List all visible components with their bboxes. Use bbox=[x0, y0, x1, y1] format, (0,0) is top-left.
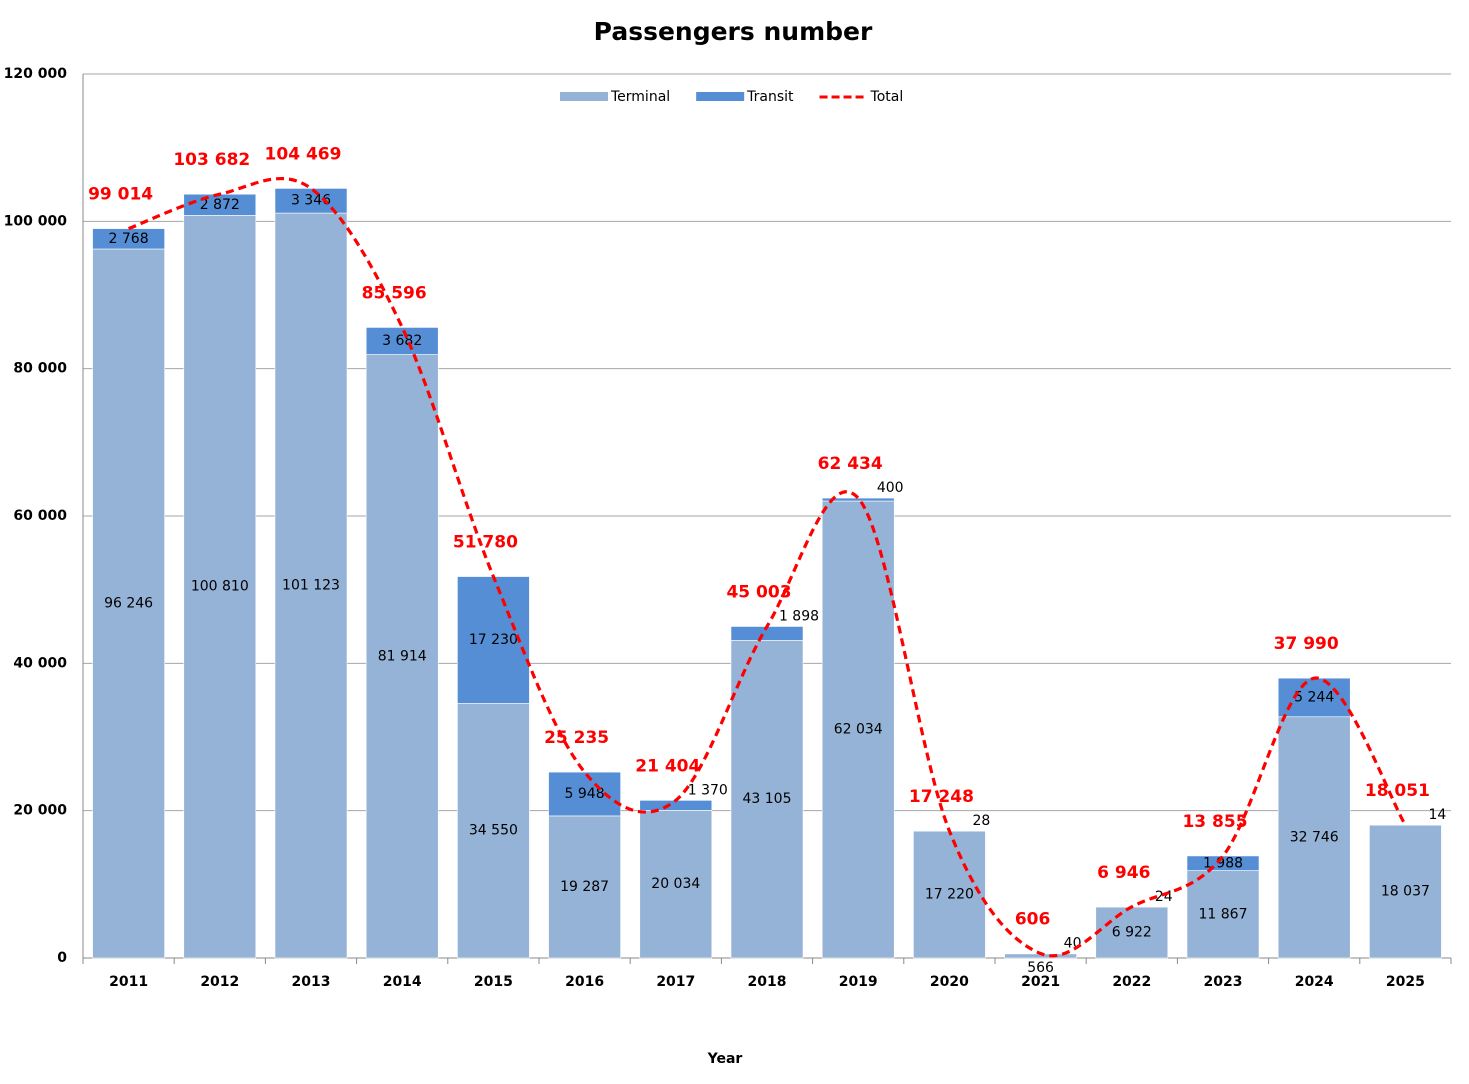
total-label: 104 469 bbox=[265, 144, 342, 164]
bar-segment bbox=[365, 327, 439, 355]
value-label: 20 034 bbox=[651, 876, 700, 892]
total-label: 18 051 bbox=[1365, 781, 1430, 801]
total-label: 45 003 bbox=[726, 582, 791, 602]
value-label: 17 230 bbox=[469, 632, 518, 648]
value-label: 101 123 bbox=[282, 578, 340, 594]
bar-segment bbox=[1186, 870, 1260, 959]
total-label: 6 946 bbox=[1097, 863, 1150, 883]
x-tick-label: 2019 bbox=[839, 974, 878, 990]
value-label: 62 034 bbox=[834, 722, 883, 738]
value-label: 1 370 bbox=[688, 782, 728, 798]
y-tick-label: 60 000 bbox=[13, 508, 67, 524]
value-label: 34 550 bbox=[469, 823, 518, 839]
total-label: 606 bbox=[1015, 910, 1051, 930]
value-label: 32 746 bbox=[1290, 829, 1339, 845]
legend-label: Terminal bbox=[610, 89, 670, 105]
bar-segment bbox=[1277, 716, 1351, 959]
bar-segment bbox=[274, 188, 348, 214]
value-label: 18 037 bbox=[1381, 884, 1430, 900]
value-label: 566 bbox=[1027, 960, 1054, 976]
x-tick-label: 2011 bbox=[109, 974, 148, 990]
x-tick-label: 2018 bbox=[748, 974, 787, 990]
value-label: 28 bbox=[972, 813, 990, 829]
x-tick-label: 2022 bbox=[1112, 974, 1151, 990]
value-label: 19 287 bbox=[560, 879, 609, 895]
value-label: 43 105 bbox=[743, 791, 792, 807]
x-tick-label: 2023 bbox=[1204, 974, 1243, 990]
y-tick-label: 100 000 bbox=[4, 213, 68, 229]
chart-title: Passengers number bbox=[594, 17, 873, 46]
x-tick-label: 2024 bbox=[1295, 974, 1334, 990]
value-label: 14 bbox=[1428, 807, 1446, 823]
bar-segment bbox=[457, 703, 530, 959]
legend-label: Transit bbox=[746, 89, 794, 105]
total-label: 103 682 bbox=[173, 150, 250, 170]
x-tick-label: 2016 bbox=[565, 974, 604, 990]
value-label: 2 872 bbox=[200, 197, 240, 213]
total-label: 85 596 bbox=[362, 283, 427, 303]
total-label: 37 990 bbox=[1274, 634, 1339, 654]
bar-segment bbox=[821, 497, 895, 502]
value-label: 400 bbox=[877, 480, 904, 496]
y-tick-label: 120 000 bbox=[4, 66, 68, 82]
value-label: 17 220 bbox=[925, 887, 974, 903]
total-line bbox=[128, 177, 1407, 958]
bar-segment bbox=[548, 771, 621, 817]
bar-segment bbox=[92, 228, 165, 250]
value-label: 3 346 bbox=[291, 193, 331, 209]
x-tick-label: 2025 bbox=[1386, 974, 1425, 990]
total-label: 21 404 bbox=[635, 756, 700, 776]
bar-segment bbox=[730, 640, 804, 959]
x-tick-label: 2012 bbox=[200, 974, 239, 990]
bar-segment bbox=[365, 354, 439, 959]
total-label: 51 780 bbox=[453, 533, 518, 553]
bar-segment bbox=[183, 215, 257, 959]
bar-segment bbox=[1095, 906, 1169, 959]
bar-segment bbox=[639, 810, 713, 959]
total-label: 17 248 bbox=[909, 787, 974, 807]
y-tick-label: 40 000 bbox=[13, 655, 67, 671]
value-label: 11 867 bbox=[1199, 906, 1248, 922]
value-label: 5 244 bbox=[1294, 689, 1334, 705]
value-label: 96 246 bbox=[104, 595, 153, 611]
bar-segment bbox=[1277, 677, 1351, 718]
y-tick-label: 0 bbox=[57, 950, 67, 966]
x-tick-label: 2017 bbox=[656, 974, 695, 990]
bar-segment bbox=[913, 830, 986, 959]
value-label: 6 922 bbox=[1112, 925, 1152, 941]
y-tick-label: 80 000 bbox=[13, 361, 67, 377]
bar-segment bbox=[274, 212, 348, 959]
value-label: 5 948 bbox=[565, 786, 605, 802]
bar-segment bbox=[548, 815, 621, 959]
y-tick-label: 20 000 bbox=[13, 803, 67, 819]
legend-label: Total bbox=[870, 89, 904, 105]
bar-segment bbox=[1186, 855, 1260, 871]
value-label: 40 bbox=[1064, 936, 1082, 952]
x-tick-label: 2015 bbox=[474, 974, 513, 990]
value-label: 24 bbox=[1155, 889, 1173, 905]
x-tick-label: 2013 bbox=[292, 974, 331, 990]
total-label: 99 014 bbox=[88, 185, 153, 205]
value-label: 100 810 bbox=[191, 579, 249, 595]
bar-segment bbox=[1369, 824, 1442, 959]
value-label: 3 682 bbox=[382, 333, 422, 349]
value-label: 1 898 bbox=[779, 608, 819, 624]
legend-swatch bbox=[560, 92, 608, 101]
x-axis-label: Year bbox=[707, 1051, 743, 1067]
total-label: 13 855 bbox=[1182, 812, 1247, 832]
x-tick-label: 2020 bbox=[930, 974, 969, 990]
legend-swatch bbox=[696, 92, 745, 101]
total-label: 25 235 bbox=[544, 728, 609, 748]
x-tick-label: 2021 bbox=[1021, 974, 1060, 990]
total-label: 62 434 bbox=[818, 454, 883, 474]
value-label: 2 768 bbox=[109, 231, 149, 247]
bar-segment bbox=[821, 500, 895, 959]
x-tick-label: 2014 bbox=[383, 974, 422, 990]
value-label: 81 914 bbox=[378, 648, 427, 664]
